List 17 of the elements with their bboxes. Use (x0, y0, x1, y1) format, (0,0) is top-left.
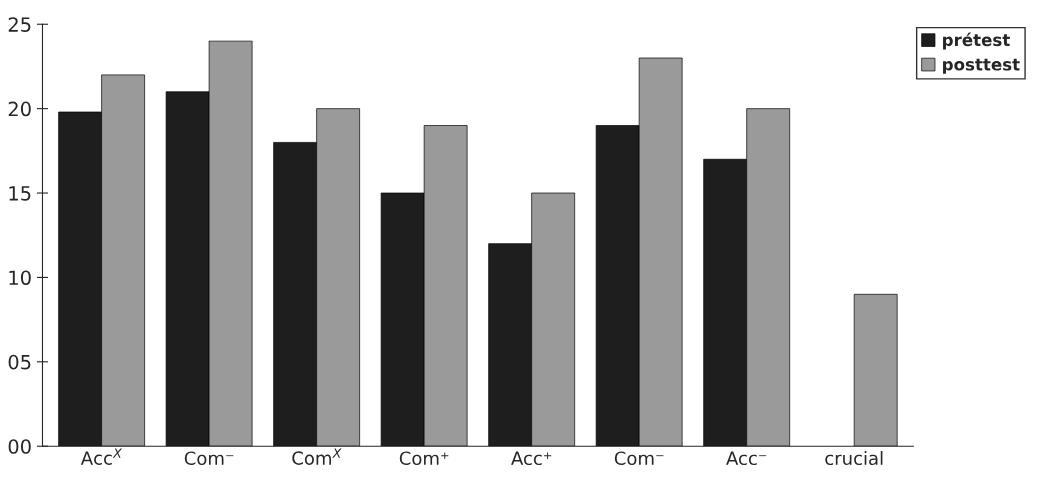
x-tick-label: Com⁺ (399, 451, 449, 466)
x-tick-label: crucial (825, 451, 883, 466)
bar (853, 293, 898, 447)
y-tick-label: 00 (8, 439, 31, 454)
x-tick-label: Acc$^{X}$ (80, 448, 123, 465)
legend-label: posttest (943, 58, 1020, 74)
x-tick-label: Acc⁻ (726, 451, 767, 466)
y-tick-label: 15 (9, 186, 31, 201)
y-tick-label: 25 (8, 17, 31, 32)
y-tick-label: 10 (9, 270, 31, 286)
y-tick-label: 05 (8, 354, 31, 370)
x-tick-label: Com$^{X}$ (292, 448, 342, 465)
x-tick-label: Com⁻ (614, 451, 664, 466)
y-tick-label: 20 (8, 101, 31, 117)
x-tick-label: Com⁻ (184, 451, 234, 466)
x-tick-label: Acc⁺ (511, 451, 552, 466)
legend-label: prétest (943, 32, 1010, 50)
